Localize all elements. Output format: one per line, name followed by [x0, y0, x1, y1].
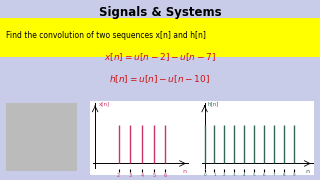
- Text: n: n: [182, 169, 186, 174]
- Text: Signals & Systems: Signals & Systems: [99, 6, 221, 19]
- Text: $h[n] = u[n] - u[n-10]$: $h[n] = u[n] - u[n-10]$: [109, 73, 211, 85]
- Text: h[n]: h[n]: [208, 102, 219, 107]
- Text: Find the convolution of two sequences x[n] and h[n]: Find the convolution of two sequences x[…: [6, 31, 206, 40]
- Text: n: n: [306, 169, 310, 174]
- Text: x[n]: x[n]: [99, 102, 110, 107]
- Text: $x[n] = u[n-2] - u[n-7]$: $x[n] = u[n-2] - u[n-7]$: [104, 52, 216, 64]
